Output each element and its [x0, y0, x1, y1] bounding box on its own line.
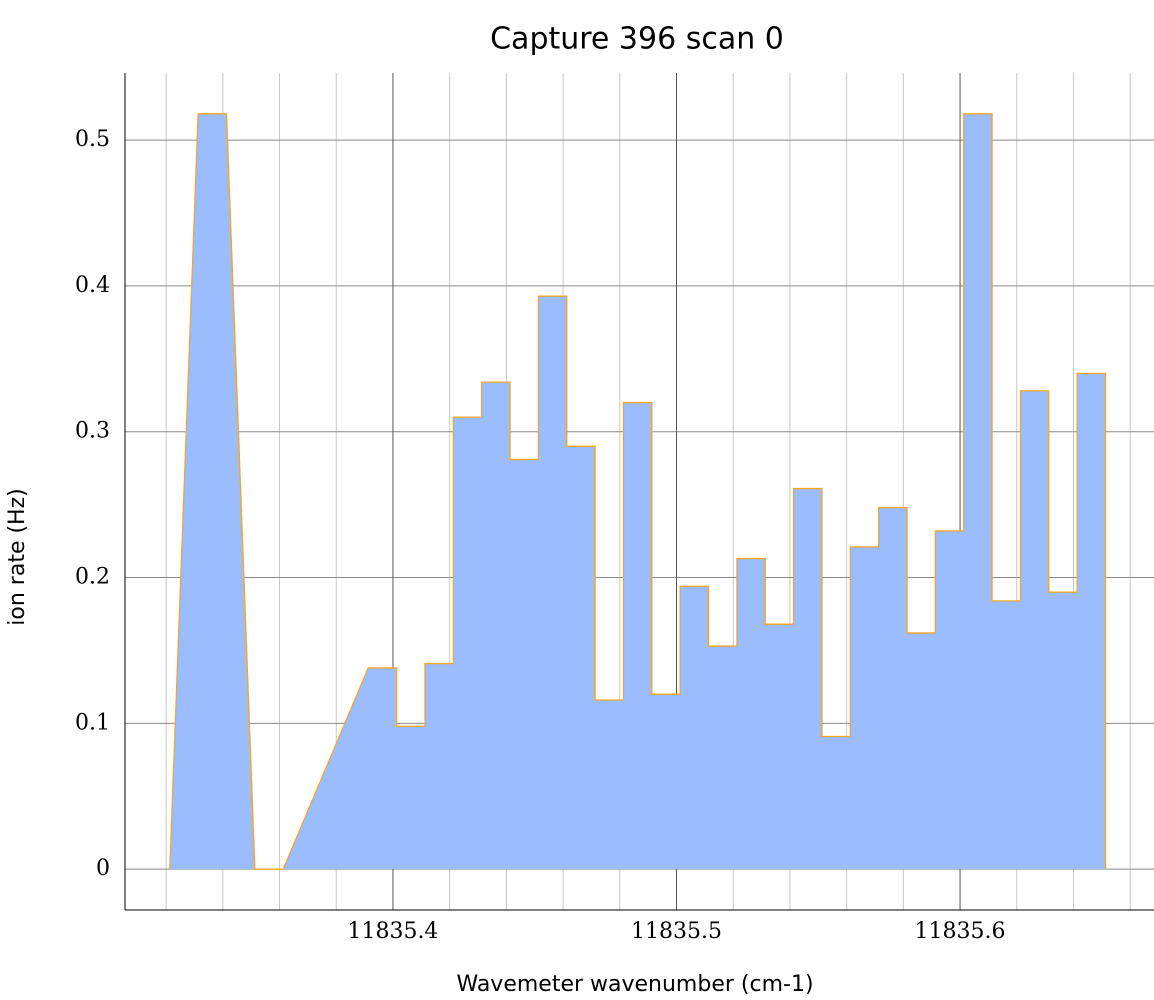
- area-line: [169, 113, 1107, 870]
- x-tick-label: 11835.4: [347, 919, 438, 944]
- y-tick-label: 0: [96, 856, 110, 881]
- y-tick-label: 0.2: [75, 565, 110, 590]
- chart-title: Capture 396 scan 0: [490, 22, 784, 57]
- y-tick-label: 0.5: [75, 127, 110, 152]
- y-tick-label: 0.3: [75, 419, 110, 444]
- y-axis-label: ion rate (Hz): [5, 488, 30, 625]
- x-axis-label: Wavemeter wavenumber (cm-1): [456, 972, 813, 997]
- x-tick-label: 11835.5: [631, 919, 722, 944]
- x-tick-label: 11835.6: [915, 919, 1006, 944]
- area-fill: [169, 113, 1106, 870]
- y-tick-label: 0.1: [75, 710, 110, 735]
- y-tick-label: 0.4: [75, 273, 110, 298]
